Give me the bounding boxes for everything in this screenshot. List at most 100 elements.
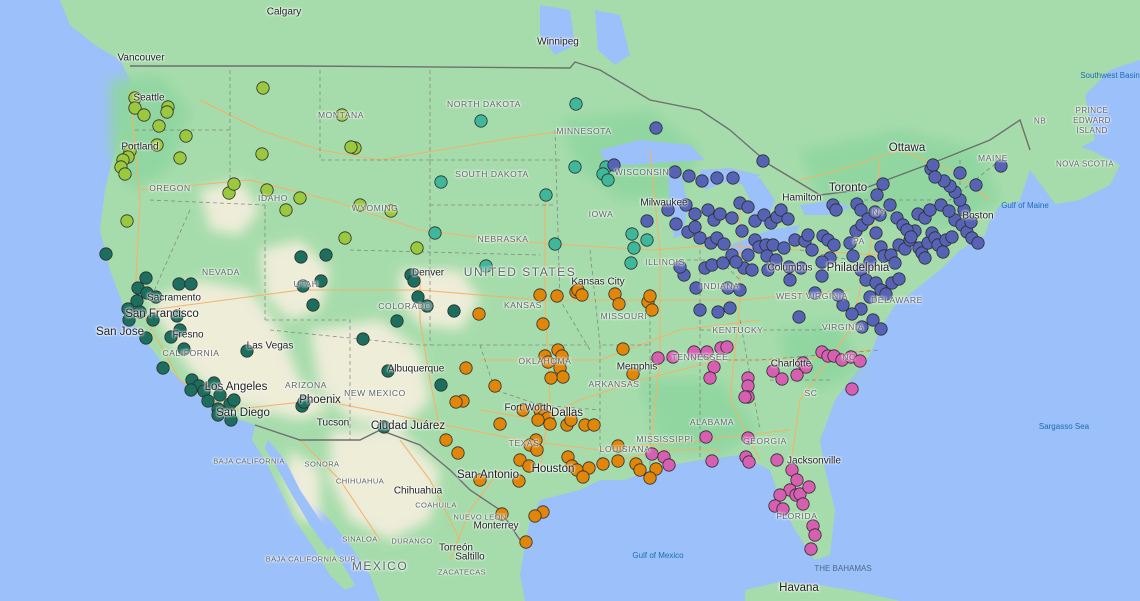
location-marker-east[interactable] <box>792 310 806 324</box>
location-marker-east[interactable] <box>863 255 877 269</box>
location-marker-east[interactable] <box>846 249 860 263</box>
location-marker-east[interactable] <box>874 322 888 336</box>
location-marker-east[interactable] <box>769 253 783 267</box>
location-marker-southeast[interactable] <box>853 354 867 368</box>
location-marker-east[interactable] <box>745 263 759 277</box>
location-marker-southeast[interactable] <box>645 447 659 461</box>
location-marker-northwest[interactable] <box>353 198 367 212</box>
location-marker-south[interactable] <box>576 470 590 484</box>
location-marker-northwest[interactable] <box>150 138 164 152</box>
location-marker-south[interactable] <box>626 367 640 381</box>
location-marker-east[interactable] <box>829 203 843 217</box>
location-marker-southeast[interactable] <box>699 430 713 444</box>
location-marker-northwest[interactable] <box>118 167 132 181</box>
location-marker-south[interactable] <box>611 439 625 453</box>
location-marker-west[interactable] <box>420 299 434 313</box>
location-marker-east[interactable] <box>866 313 880 327</box>
location-marker-northwest[interactable] <box>384 204 398 218</box>
location-marker-south[interactable] <box>439 433 453 447</box>
location-marker-southeast[interactable] <box>651 351 665 365</box>
location-marker-southeast[interactable] <box>666 350 680 364</box>
location-marker-east[interactable] <box>721 281 735 295</box>
location-marker-west[interactable] <box>240 344 254 358</box>
location-marker-northwest[interactable] <box>128 101 142 115</box>
location-marker-southeast[interactable] <box>790 473 804 487</box>
location-marker-east[interactable] <box>741 200 755 214</box>
location-marker-southeast[interactable] <box>799 360 813 374</box>
location-marker-south[interactable] <box>643 289 657 303</box>
location-marker-east[interactable] <box>774 203 788 217</box>
location-marker-east[interactable] <box>805 243 819 257</box>
location-marker-west[interactable] <box>170 309 184 323</box>
location-marker-east[interactable] <box>711 305 725 319</box>
location-marker-south[interactable] <box>473 473 487 487</box>
location-marker-east[interactable] <box>831 288 845 302</box>
location-marker-south[interactable] <box>541 355 555 369</box>
location-marker-east[interactable] <box>936 245 950 259</box>
location-marker-west[interactable] <box>139 331 153 345</box>
location-marker-east[interactable] <box>888 256 902 270</box>
location-marker-west[interactable] <box>381 364 395 378</box>
location-marker-northwest[interactable] <box>173 151 187 165</box>
location-marker-west[interactable] <box>407 274 421 288</box>
location-marker-west[interactable] <box>122 313 136 327</box>
location-marker-east[interactable] <box>679 198 693 212</box>
location-marker-south[interactable] <box>472 307 486 321</box>
location-marker-west[interactable] <box>296 279 310 293</box>
location-marker-plains[interactable] <box>624 256 638 270</box>
location-marker-west[interactable] <box>173 323 187 337</box>
location-marker-southeast[interactable] <box>770 453 784 467</box>
location-marker-east[interactable] <box>870 188 884 202</box>
location-marker-east[interactable] <box>827 238 841 252</box>
location-marker-west[interactable] <box>390 314 404 328</box>
location-marker-east[interactable] <box>918 251 932 265</box>
location-marker-east[interactable] <box>782 260 796 274</box>
location-marker-east[interactable] <box>733 283 747 297</box>
location-marker-east[interactable] <box>693 231 707 245</box>
location-marker-southeast[interactable] <box>804 542 818 556</box>
location-marker-south[interactable] <box>550 289 564 303</box>
location-marker-southeast[interactable] <box>796 497 810 511</box>
location-marker-east[interactable] <box>710 171 724 185</box>
location-marker-east[interactable] <box>964 215 978 229</box>
location-marker-east[interactable] <box>845 307 859 321</box>
location-marker-west[interactable] <box>184 277 198 291</box>
location-marker-southeast[interactable] <box>687 345 701 359</box>
location-marker-south[interactable] <box>556 370 570 384</box>
location-marker-south[interactable] <box>495 507 509 521</box>
location-marker-east[interactable] <box>868 205 882 219</box>
location-marker-southeast[interactable] <box>703 371 717 385</box>
location-marker-northwest[interactable] <box>335 108 349 122</box>
location-marker-east[interactable] <box>928 170 942 184</box>
location-marker-south[interactable] <box>488 379 502 393</box>
location-marker-east[interactable] <box>815 255 829 269</box>
location-marker-west[interactable] <box>172 277 186 291</box>
location-marker-east[interactable] <box>673 260 687 274</box>
location-marker-east[interactable] <box>883 198 897 212</box>
location-marker-east[interactable] <box>794 261 808 275</box>
location-marker-east[interactable] <box>705 258 719 272</box>
location-marker-south[interactable] <box>564 413 578 427</box>
location-marker-west[interactable] <box>356 332 370 346</box>
location-marker-east[interactable] <box>693 303 707 317</box>
location-marker-south[interactable] <box>530 443 544 457</box>
location-marker-east[interactable] <box>781 212 795 226</box>
location-marker-west[interactable] <box>319 248 333 262</box>
location-marker-east[interactable] <box>661 203 675 217</box>
location-marker-northwest[interactable] <box>160 105 174 119</box>
location-marker-east[interactable] <box>801 228 815 242</box>
location-marker-west[interactable] <box>447 304 461 318</box>
location-marker-south[interactable] <box>611 454 625 468</box>
location-marker-south[interactable] <box>612 297 626 311</box>
location-marker-east[interactable] <box>777 241 791 255</box>
location-marker-southeast[interactable] <box>700 345 714 359</box>
location-marker-west[interactable] <box>146 313 160 327</box>
location-marker-west[interactable] <box>294 250 308 264</box>
location-marker-west[interactable] <box>377 420 391 434</box>
location-marker-southeast[interactable] <box>705 454 719 468</box>
location-marker-south[interactable] <box>633 463 647 477</box>
location-marker-east[interactable] <box>904 230 918 244</box>
location-marker-plains[interactable] <box>474 114 488 128</box>
location-marker-northwest[interactable] <box>137 108 151 122</box>
location-marker-west[interactable] <box>121 302 135 316</box>
